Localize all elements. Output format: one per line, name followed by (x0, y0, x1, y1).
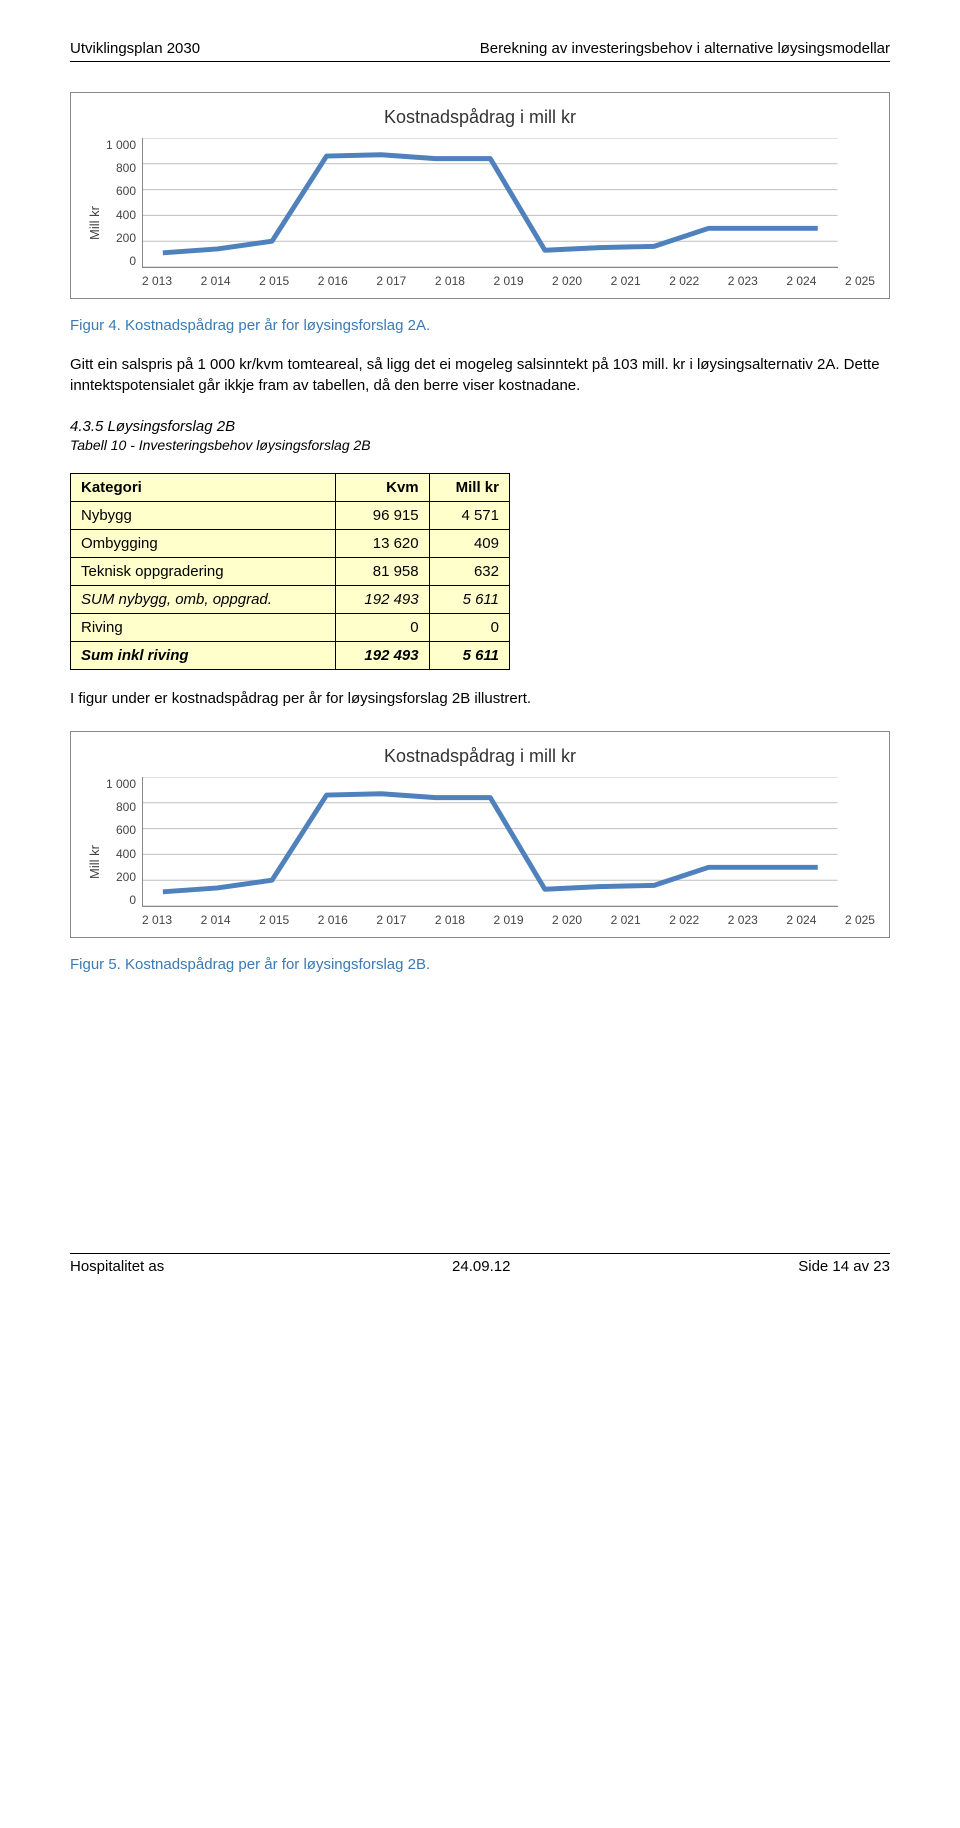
axis-tick: 2 019 (493, 274, 523, 288)
table-caption: Tabell 10 - Investeringsbehov løysingsfo… (70, 437, 890, 453)
table-cell: SUM nybygg, omb, oppgrad. (71, 586, 336, 614)
chart-2-title: Kostnadspådrag i mill kr (85, 746, 875, 767)
table-cell: 0 (335, 614, 429, 642)
axis-tick: 2 022 (669, 913, 699, 927)
table-cell: 13 620 (335, 530, 429, 558)
footer-left: Hospitalitet as (70, 1258, 164, 1275)
table-header-row: KategoriKvmMill kr (71, 474, 510, 502)
table-row: SUM nybygg, omb, oppgrad.192 4935 611 (71, 586, 510, 614)
footer-center: 24.09.12 (452, 1258, 510, 1275)
axis-tick: 600 (102, 823, 136, 837)
axis-tick: 2 020 (552, 913, 582, 927)
table-cell: 4 571 (429, 502, 509, 530)
axis-tick: 2 019 (493, 913, 523, 927)
axis-tick: 2 025 (845, 274, 875, 288)
axis-tick: 2 021 (611, 913, 641, 927)
paragraph-1: Gitt ein salspris på 1 000 kr/kvm tomtea… (70, 354, 890, 396)
axis-tick: 2 023 (728, 274, 758, 288)
axis-tick: 2 021 (611, 274, 641, 288)
axis-tick: 0 (102, 254, 136, 268)
table-cell: Ombygging (71, 530, 336, 558)
axis-tick: 2 014 (201, 274, 231, 288)
section-heading: 4.3.5 Løysingsforslag 2B (70, 418, 890, 435)
table-row: Nybygg96 9154 571 (71, 502, 510, 530)
axis-tick: 800 (102, 161, 136, 175)
table-row: Riving00 (71, 614, 510, 642)
table-cell: 5 611 (429, 642, 509, 670)
figure-5-caption: Figur 5. Kostnadspådrag per år for løysi… (70, 956, 890, 973)
investeringsbehov-table: KategoriKvmMill kr Nybygg96 9154 571Omby… (70, 473, 510, 670)
table-cell: 192 493 (335, 642, 429, 670)
table-cell: 81 958 (335, 558, 429, 586)
table-cell: 0 (429, 614, 509, 642)
table-row: Teknisk oppgradering81 958632 (71, 558, 510, 586)
figure-4-caption: Figur 4. Kostnadspådrag per år for løysi… (70, 317, 890, 334)
table-row: Sum inkl riving192 4935 611 (71, 642, 510, 670)
header-left: Utviklingsplan 2030 (70, 40, 200, 57)
axis-tick: 0 (102, 893, 136, 907)
table-cell: 5 611 (429, 586, 509, 614)
table-header-cell: Kategori (71, 474, 336, 502)
axis-tick: 2 024 (786, 274, 816, 288)
axis-tick: 2 015 (259, 913, 289, 927)
chart-2: Kostnadspådrag i mill kr Mill kr 1 000 80… (70, 731, 890, 938)
axis-tick: 2 013 (142, 274, 172, 288)
axis-tick: 2 015 (259, 274, 289, 288)
table-row: Ombygging13 620409 (71, 530, 510, 558)
axis-tick: 2 025 (845, 913, 875, 927)
axis-tick: 2 022 (669, 274, 699, 288)
axis-tick: 800 (102, 800, 136, 814)
table-cell: 409 (429, 530, 509, 558)
table-cell: 632 (429, 558, 509, 586)
axis-tick: 2 016 (318, 913, 348, 927)
page-footer: Hospitalitet as 24.09.12 Side 14 av 23 (70, 1253, 890, 1275)
table-cell: 192 493 (335, 586, 429, 614)
axis-tick: 1 000 (102, 138, 136, 152)
chart-1-xticks: 2 013 2 014 2 015 2 016 2 017 2 018 2 019 2 020… (142, 268, 875, 288)
chart-1-ylabel: Mill kr (85, 138, 102, 288)
axis-tick: 2 016 (318, 274, 348, 288)
table-cell: Sum inkl riving (71, 642, 336, 670)
table-cell: Teknisk oppgradering (71, 558, 336, 586)
axis-tick: 2 018 (435, 913, 465, 927)
chart-2-svg (143, 777, 838, 906)
table-cell: 96 915 (335, 502, 429, 530)
axis-tick: 2 017 (376, 274, 406, 288)
axis-tick: 200 (102, 231, 136, 245)
axis-tick: 600 (102, 184, 136, 198)
axis-tick: 200 (102, 870, 136, 884)
table-cell: Riving (71, 614, 336, 642)
axis-tick: 2 024 (786, 913, 816, 927)
chart-2-ylabel: Mill kr (85, 777, 102, 927)
table-header-cell: Kvm (335, 474, 429, 502)
axis-tick: 2 023 (728, 913, 758, 927)
axis-tick: 400 (102, 847, 136, 861)
chart-2-plot (142, 777, 838, 907)
axis-tick: 2 020 (552, 274, 582, 288)
footer-right: Side 14 av 23 (798, 1258, 890, 1275)
axis-tick: 2 017 (376, 913, 406, 927)
chart-1: Kostnadspådrag i mill kr Mill kr 1 000 80… (70, 92, 890, 299)
page-header: Utviklingsplan 2030 Berekning av investe… (70, 40, 890, 62)
chart-2-yticks: 1 000 800 600 400 200 0 (102, 777, 142, 907)
chart-1-yticks: 1 000 800 600 400 200 0 (102, 138, 142, 268)
chart-1-svg (143, 138, 838, 267)
chart-1-title: Kostnadspådrag i mill kr (85, 107, 875, 128)
header-right: Berekning av investeringsbehov i alterna… (480, 40, 890, 57)
paragraph-2: I figur under er kostnadspådrag per år f… (70, 688, 890, 709)
axis-tick: 2 013 (142, 913, 172, 927)
table-header-cell: Mill kr (429, 474, 509, 502)
axis-tick: 2 014 (201, 913, 231, 927)
axis-tick: 400 (102, 208, 136, 222)
table-cell: Nybygg (71, 502, 336, 530)
axis-tick: 1 000 (102, 777, 136, 791)
chart-2-xticks: 2 013 2 014 2 015 2 016 2 017 2 018 2 019 2 020… (142, 907, 875, 927)
axis-tick: 2 018 (435, 274, 465, 288)
chart-1-plot (142, 138, 838, 268)
